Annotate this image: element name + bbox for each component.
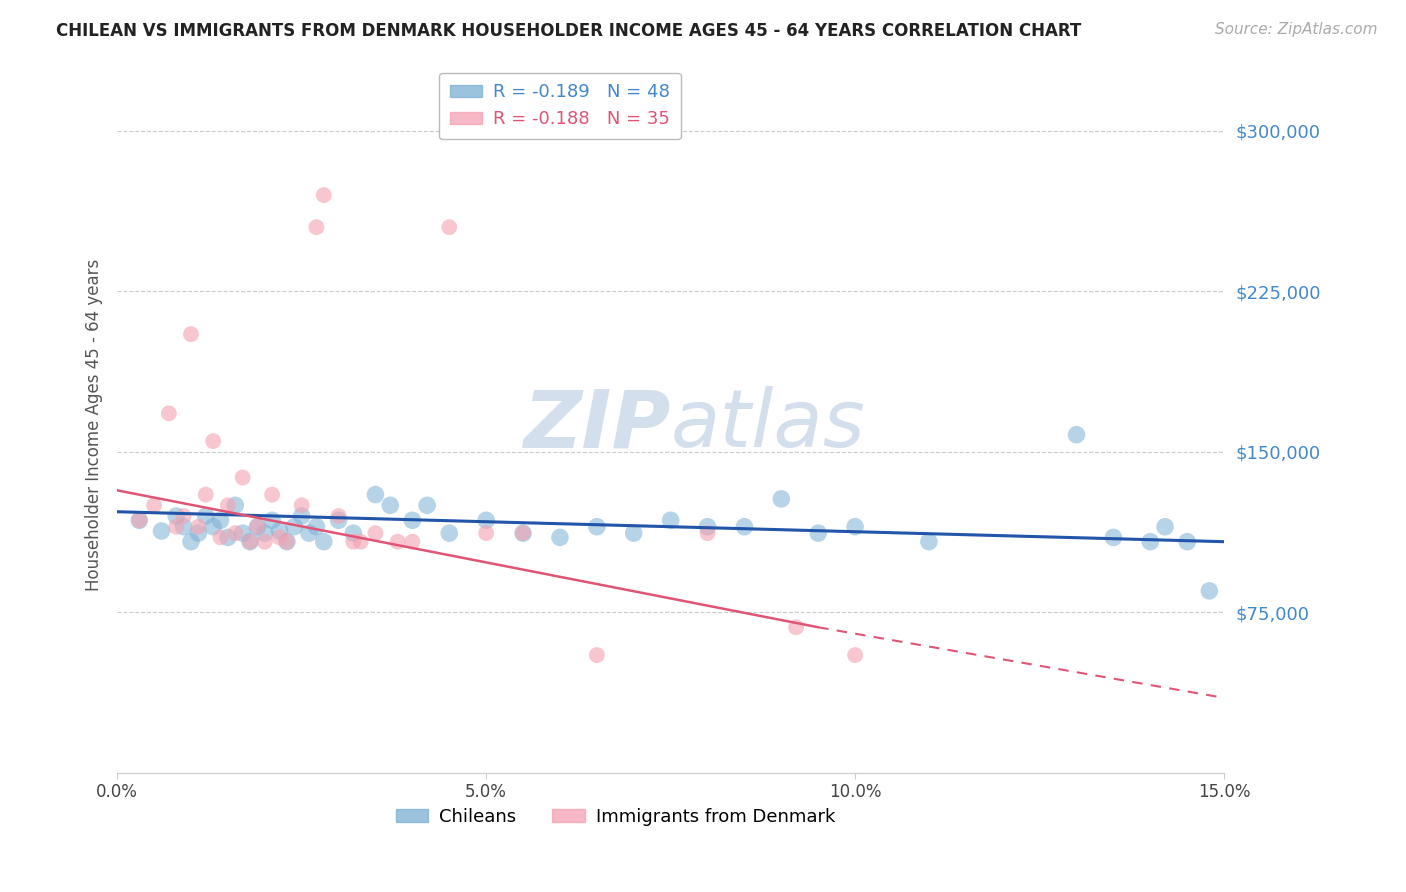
Point [548,530,571,544]
Point [585,519,607,533]
Point [209,530,232,544]
Point [187,519,209,533]
Legend: Chileans, Immigrants from Denmark: Chileans, Immigrants from Denmark [388,801,842,833]
Point [157,406,180,420]
Point [401,513,423,527]
Point [342,526,364,541]
Point [350,534,373,549]
Point [187,526,209,541]
Point [844,519,866,533]
Point [276,534,298,549]
Point [401,534,423,549]
Point [269,530,291,544]
Point [253,534,276,549]
Point [305,519,328,533]
Point [253,526,276,541]
Point [387,534,409,549]
Point [143,499,166,513]
Point [1066,427,1088,442]
Point [770,491,793,506]
Point [173,508,195,523]
Point [224,499,246,513]
Point [262,513,284,527]
Point [785,620,807,634]
Point [217,499,239,513]
Point [276,534,298,549]
Point [165,519,187,533]
Point [1139,534,1161,549]
Point [202,519,225,533]
Point [194,508,217,523]
Text: Source: ZipAtlas.com: Source: ZipAtlas.com [1215,22,1378,37]
Point [312,188,335,202]
Text: ZIP: ZIP [523,386,671,464]
Point [807,526,830,541]
Point [165,508,187,523]
Point [380,499,402,513]
Point [224,526,246,541]
Point [246,519,269,533]
Point [128,513,150,527]
Point [364,526,387,541]
Point [128,513,150,527]
Text: CHILEAN VS IMMIGRANTS FROM DENMARK HOUSEHOLDER INCOME AGES 45 - 64 YEARS CORRELA: CHILEAN VS IMMIGRANTS FROM DENMARK HOUSE… [56,22,1081,40]
Point [512,526,534,541]
Point [844,648,866,662]
Point [194,488,217,502]
Point [232,470,254,484]
Point [239,534,262,549]
Point [512,526,534,541]
Point [298,526,321,541]
Point [291,508,314,523]
Point [328,508,350,523]
Point [918,534,941,549]
Point [439,526,461,541]
Point [696,526,718,541]
Point [232,526,254,541]
Point [439,220,461,235]
Point [475,526,498,541]
Point [173,519,195,533]
Point [217,530,239,544]
Point [475,513,498,527]
Point [180,327,202,342]
Point [305,220,328,235]
Point [1175,534,1198,549]
Point [291,499,314,513]
Text: atlas: atlas [671,386,865,464]
Point [364,488,387,502]
Point [659,513,682,527]
Point [696,519,718,533]
Point [623,526,645,541]
Point [246,519,269,533]
Point [150,524,173,538]
Point [209,513,232,527]
Point [733,519,755,533]
Point [1102,530,1125,544]
Point [239,534,262,549]
Point [585,648,607,662]
Point [416,499,439,513]
Point [202,434,225,449]
Y-axis label: Householder Income Ages 45 - 64 years: Householder Income Ages 45 - 64 years [86,259,103,591]
Point [312,534,335,549]
Point [269,524,291,538]
Point [180,534,202,549]
Point [328,513,350,527]
Point [1154,519,1177,533]
Point [283,519,305,533]
Point [1198,583,1220,598]
Point [342,534,364,549]
Point [262,488,284,502]
